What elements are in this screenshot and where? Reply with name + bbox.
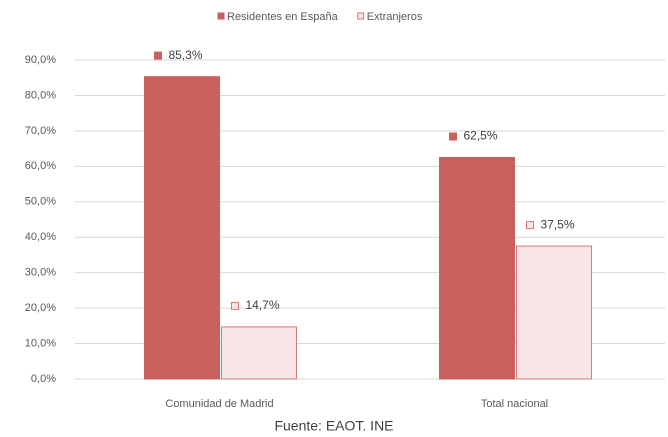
data-label-marker <box>231 301 239 310</box>
y-tick-label: 40,0% <box>25 231 56 243</box>
x-tick-label: Comunidad de Madrid <box>165 398 273 410</box>
bar <box>439 156 515 380</box>
y-tick-label: 30,0% <box>25 267 56 279</box>
legend-marker <box>217 12 225 20</box>
bar <box>516 245 592 380</box>
data-label: 85,3% <box>169 48 203 62</box>
y-tick-label: 90,0% <box>25 54 56 66</box>
data-label: 37,5% <box>541 217 575 231</box>
y-tick-label: 10,0% <box>25 337 56 349</box>
y-tick-label: 20,0% <box>25 302 56 314</box>
data-label: 62,5% <box>464 129 498 143</box>
data-label-marker <box>526 221 534 230</box>
bar <box>221 326 297 380</box>
data-label-marker <box>154 51 162 60</box>
y-tick-label: 70,0% <box>25 125 56 137</box>
x-tick-label: Total nacional <box>481 398 548 410</box>
legend-marker <box>357 12 365 20</box>
data-label-marker <box>449 132 457 141</box>
bar <box>144 76 220 380</box>
legend-label: Extranjeros <box>367 11 423 23</box>
y-tick-label: 80,0% <box>25 89 56 101</box>
legend-label: Residentes en España <box>227 11 339 23</box>
source-note: Fuente: EAOT. INE <box>274 418 393 434</box>
y-tick-label: 0,0% <box>31 373 56 385</box>
y-tick-label: 60,0% <box>25 160 56 172</box>
y-tick-label: 50,0% <box>25 196 56 208</box>
data-label: 14,7% <box>246 298 280 312</box>
